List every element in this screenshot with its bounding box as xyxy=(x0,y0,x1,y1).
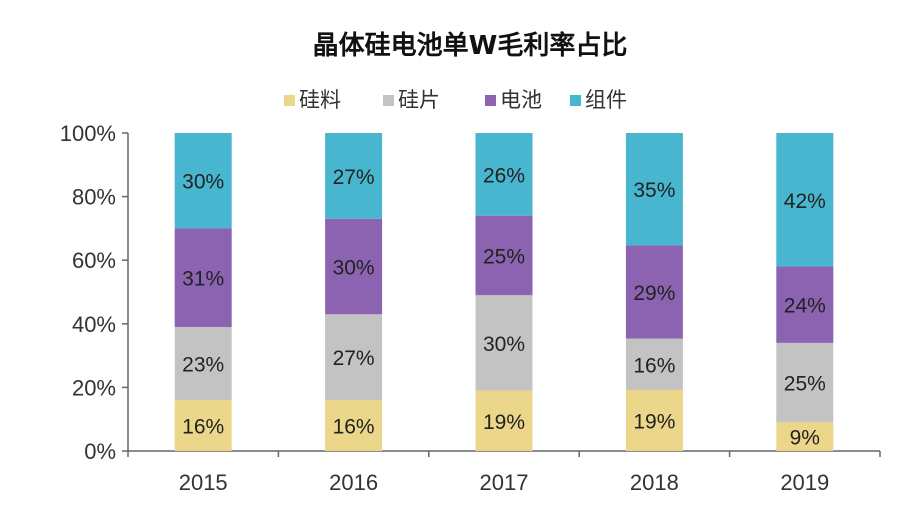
y-tick-label: 20% xyxy=(72,375,116,400)
bar-segment xyxy=(776,422,834,451)
bar-segment xyxy=(625,389,683,451)
axes: 0% 20% 40% 60% 80% 100% 2015 2016 2017 2018 2019 xyxy=(60,121,881,495)
legend: 硅料 硅片 电池 组件 xyxy=(284,88,627,112)
data-label: 24% xyxy=(784,295,826,318)
bar-segment xyxy=(325,400,383,451)
legend-label: 组件 xyxy=(585,88,627,112)
bar-segment xyxy=(475,295,533,391)
bars: 16%23%31%30%16%27%30%27%19%30%25%26%19%1… xyxy=(174,133,834,451)
data-label: 31% xyxy=(182,268,224,291)
data-label: 27% xyxy=(333,166,375,189)
legend-swatch xyxy=(383,95,394,106)
legend-swatch xyxy=(570,95,581,106)
bar-segment xyxy=(475,390,533,451)
data-label: 30% xyxy=(182,171,224,194)
legend-label: 硅料 xyxy=(299,88,341,112)
legend-swatch xyxy=(284,95,295,106)
bar-segment xyxy=(776,266,834,343)
legend-item: 硅料 xyxy=(284,88,341,112)
y-tick-label: 0% xyxy=(84,439,116,464)
bar-segment xyxy=(174,133,232,229)
data-label: 19% xyxy=(483,411,525,434)
data-label: 9% xyxy=(790,427,820,450)
bar-segment xyxy=(174,228,232,327)
y-tick-label: 40% xyxy=(72,312,116,337)
data-label: 16% xyxy=(333,416,375,439)
data-label: 19% xyxy=(633,410,675,433)
bar-segment xyxy=(325,218,383,315)
data-label: 30% xyxy=(483,333,525,356)
data-label: 29% xyxy=(633,282,675,305)
bar-segment xyxy=(475,215,533,296)
x-tick-label: 2018 xyxy=(630,470,679,495)
bar-stack: 16% 27% 30% 27% xyxy=(325,133,383,451)
data-label: 25% xyxy=(483,245,525,268)
data-label: 16% xyxy=(182,416,224,439)
data-label: 42% xyxy=(784,190,826,213)
data-label: 16% xyxy=(633,354,675,377)
bar-segment xyxy=(174,326,232,401)
bar-segment xyxy=(475,133,533,216)
legend-item: 组件 xyxy=(570,88,627,112)
bar-segment xyxy=(625,133,683,246)
bar-segment xyxy=(625,338,683,390)
data-label: 23% xyxy=(182,354,224,377)
x-tick-label: 2016 xyxy=(329,470,378,495)
bar-segment xyxy=(174,400,232,451)
data-label: 25% xyxy=(784,373,826,396)
bar-stack: 19% 30% 25% 26% xyxy=(475,133,533,451)
bar-segment xyxy=(776,342,834,423)
legend-item: 电池 xyxy=(485,88,542,112)
bar-segment xyxy=(325,133,383,219)
bar-segment xyxy=(776,133,834,267)
legend-label: 电池 xyxy=(500,88,542,112)
y-tick-label: 100% xyxy=(60,121,116,146)
x-tick-label: 2019 xyxy=(780,470,829,495)
data-label: 27% xyxy=(333,347,375,370)
y-tick-label: 80% xyxy=(72,185,116,210)
bar-stack: 19% 16% 29% 35% xyxy=(625,133,683,451)
x-tick-label: 2015 xyxy=(179,470,228,495)
bar-stack: 16% 23% 31% 30% xyxy=(174,133,232,451)
data-label: 35% xyxy=(633,179,675,202)
bar-segment xyxy=(625,245,683,339)
x-tick-label: 2017 xyxy=(480,470,529,495)
bar-segment xyxy=(325,314,383,401)
legend-item: 硅片 xyxy=(383,88,440,112)
y-tick-label: 60% xyxy=(72,248,116,273)
legend-swatch xyxy=(485,95,496,106)
data-label: 26% xyxy=(483,164,525,187)
legend-label: 硅片 xyxy=(398,88,440,112)
bar-stack: 9% 25% 24% 42% xyxy=(776,133,834,451)
chart-title: 晶体硅电池单W毛利率占比 xyxy=(313,30,628,61)
data-label: 30% xyxy=(333,257,375,280)
